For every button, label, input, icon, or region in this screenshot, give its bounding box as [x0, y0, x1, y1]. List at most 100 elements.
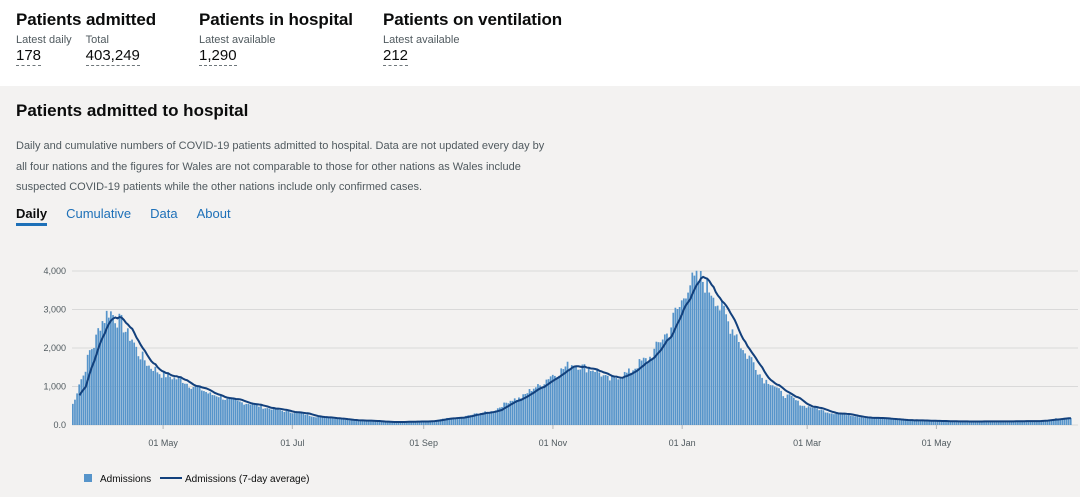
admissions-bar	[869, 417, 871, 425]
admissions-bar	[797, 400, 799, 425]
admissions-bar	[378, 421, 381, 425]
admissions-bar	[340, 419, 343, 425]
admissions-bar	[1063, 417, 1066, 425]
admissions-bar	[689, 285, 692, 425]
admissions-bar	[270, 409, 273, 425]
admissions-bar	[329, 417, 332, 425]
admissions-bar	[406, 421, 408, 425]
admissions-bar	[850, 415, 852, 425]
admissions-bar	[875, 417, 878, 425]
admissions-bar	[507, 403, 510, 425]
admissions-bar	[759, 374, 761, 425]
admissions-bar	[268, 408, 271, 425]
tab-about[interactable]: About	[196, 206, 231, 221]
admissions-bar	[245, 403, 248, 425]
admissions-bar	[634, 368, 637, 425]
tab-cumulative[interactable]: Cumulative	[66, 206, 132, 221]
admissions-bar	[866, 418, 869, 425]
admissions-bar	[387, 421, 389, 425]
metric-value[interactable]: 178	[16, 47, 42, 66]
admissions-bar	[167, 372, 169, 425]
admissions-bar	[262, 408, 264, 425]
tab-daily[interactable]: Daily	[16, 206, 48, 226]
admissions-bar	[86, 354, 89, 425]
admissions-bar	[441, 418, 444, 425]
admissions-bar	[854, 416, 856, 425]
admissions-bar	[786, 394, 789, 425]
admissions-bar	[879, 418, 882, 425]
admissions-bar	[568, 368, 571, 425]
admissions-bar	[776, 387, 778, 425]
admissions-bar	[545, 379, 548, 425]
admissions-bar	[964, 421, 966, 425]
admissions-bar	[1006, 421, 1009, 425]
admissions-bar	[852, 416, 854, 425]
admissions-bar	[281, 410, 284, 425]
admissions-bar	[72, 403, 74, 425]
admissions-bar	[469, 415, 472, 425]
admissions-bar	[934, 420, 937, 425]
admissions-bar	[782, 396, 785, 425]
admissions-bar	[215, 396, 218, 425]
tab-data[interactable]: Data	[150, 206, 178, 221]
admissions-bar	[820, 409, 823, 425]
admissions-bar	[566, 361, 569, 425]
admissions-bar	[450, 417, 453, 425]
admissions-bar	[427, 421, 429, 425]
admissions-bar	[856, 416, 859, 425]
admissions-bar	[583, 364, 586, 425]
admissions-bar	[110, 311, 112, 425]
admissions-bar	[367, 420, 370, 425]
admissions-bar	[323, 417, 326, 425]
admissions-bar	[873, 418, 875, 425]
x-tick-label: 01 Nov	[539, 438, 568, 448]
admissions-bar	[173, 377, 176, 425]
admissions-bar	[114, 323, 116, 425]
admissions-bar	[148, 365, 150, 425]
admissions-bar	[382, 421, 385, 425]
admissions-bar	[742, 350, 744, 425]
admissions-bar	[1036, 421, 1038, 425]
admissions-bar	[680, 300, 683, 425]
admissions-bar	[778, 388, 780, 425]
admissions-bar	[141, 351, 144, 425]
admissions-bar	[792, 397, 795, 425]
admissions-bar	[239, 401, 241, 425]
admissions-bar	[877, 418, 880, 425]
admissions-bar	[1000, 421, 1002, 425]
metric-value[interactable]: 403,249	[85, 47, 140, 66]
tab-bar: Daily Cumulative Data About	[16, 206, 231, 226]
admissions-bar	[788, 394, 791, 425]
admissions-bar	[1040, 420, 1042, 425]
admissions-bar	[1059, 418, 1062, 425]
metric-value[interactable]: 212	[383, 47, 409, 66]
admissions-bar	[953, 421, 956, 425]
x-tick-label: 01 Mar	[793, 438, 821, 448]
admissions-bar	[300, 412, 303, 425]
admissions-bar	[824, 412, 827, 425]
admissions-bar	[467, 415, 470, 425]
admissions-bar	[809, 407, 812, 425]
x-tick-label: 01 May	[148, 438, 178, 448]
admissions-bar	[913, 420, 916, 425]
admissions-bar	[579, 369, 582, 425]
metric-value[interactable]: 1,290	[199, 47, 237, 66]
admissions-bar	[251, 404, 254, 425]
admissions-bar	[480, 413, 482, 425]
admissions-bar	[103, 323, 106, 425]
admissions-bar	[811, 407, 814, 425]
admissions-bar	[547, 379, 550, 425]
admissions-bar	[596, 368, 599, 425]
admissions-bar	[146, 365, 148, 425]
admissions-bar	[702, 281, 704, 425]
admissions-bar	[670, 327, 673, 425]
admissions-bar	[475, 413, 478, 425]
admissions-bar	[549, 376, 552, 425]
x-tick-label: 01 Jul	[280, 438, 304, 448]
admissions-bar	[638, 359, 641, 425]
admissions-bar	[211, 394, 214, 425]
admissions-bar	[452, 418, 455, 425]
admissions-bar	[790, 395, 793, 425]
admissions-bar	[1050, 419, 1053, 425]
admissions-bar	[131, 339, 133, 425]
